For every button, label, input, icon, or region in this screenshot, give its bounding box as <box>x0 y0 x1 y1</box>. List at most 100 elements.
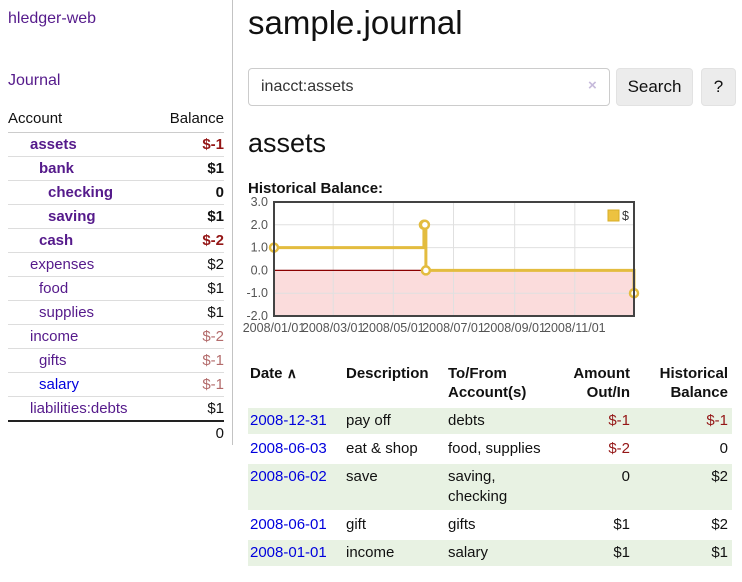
register-amount: $-2 <box>608 440 630 457</box>
register-accounts: debts <box>446 408 558 434</box>
svg-text:1.0: 1.0 <box>251 241 268 255</box>
nav-journal-link[interactable]: Journal <box>8 72 61 89</box>
page-title: sample.journal <box>248 4 463 41</box>
account-link-checking[interactable]: checking <box>48 184 114 201</box>
account-balance: $1 <box>207 280 224 297</box>
accounts-total-row: 0 <box>8 421 224 445</box>
transaction-date-link[interactable]: 2008-06-02 <box>250 468 327 485</box>
transaction-date-link[interactable]: 2008-06-01 <box>250 516 327 533</box>
account-row: salary $-1 <box>8 372 224 397</box>
register-amount: 0 <box>558 464 634 510</box>
account-row: liabilities:debts $1 <box>8 396 224 422</box>
account-row: cash $-2 <box>8 228 224 253</box>
account-balance: $1 <box>207 304 224 321</box>
svg-text:0.0: 0.0 <box>251 263 268 277</box>
register-table: Date ∧ Description To/From Account(s) Am… <box>248 360 732 568</box>
register-row[interactable]: 2008-01-01 income salary $1 $1 <box>248 540 732 566</box>
svg-text:$: $ <box>622 209 629 223</box>
account-row: bank $1 <box>8 156 224 181</box>
svg-text:2.0: 2.0 <box>251 218 268 232</box>
svg-text:-2.0: -2.0 <box>246 309 268 323</box>
account-balance: $-1 <box>202 136 224 153</box>
register-balance: $-1 <box>634 408 732 434</box>
historical-balance-chart: $3.0 2.0 1.0 0.0 -1.0 -2.0 2008/01/01 2008/03/0… <box>243 195 742 350</box>
svg-text:2008/01/01: 2008/01/01 <box>243 321 306 335</box>
register-row[interactable]: 2008-06-03 eat & shop food, supplies $-2 0 <box>248 436 732 462</box>
account-link-salary[interactable]: salary <box>39 376 80 393</box>
svg-text:2008/03/01: 2008/03/01 <box>302 321 365 335</box>
transaction-date-link[interactable]: 2008-06-03 <box>250 440 327 457</box>
account-row: gifts $-1 <box>8 348 224 373</box>
account-balance: $1 <box>207 160 224 177</box>
svg-text:2008/05/01: 2008/05/01 <box>362 321 425 335</box>
svg-text:-1.0: -1.0 <box>246 286 268 300</box>
account-row: saving $1 <box>8 204 224 229</box>
clear-search-icon[interactable]: × <box>588 77 597 94</box>
register-accounts: food, supplies <box>448 440 541 457</box>
account-row: expenses $2 <box>8 252 224 277</box>
svg-text:3.0: 3.0 <box>251 195 268 209</box>
register-description: gift <box>346 516 367 533</box>
transaction-date-link[interactable]: 2008-12-31 <box>250 412 327 429</box>
account-balance: $1 <box>207 208 224 225</box>
search-input[interactable] <box>248 68 610 106</box>
register-description: pay off <box>344 408 446 434</box>
account-balance: $2 <box>207 256 224 273</box>
sidebar: hledger-web Journal Account Balance asse… <box>0 0 233 445</box>
register-row[interactable]: 2008-06-01 gift gifts $1 $2 <box>248 512 732 538</box>
register-accounts: gifts <box>448 516 476 533</box>
register-header-accounts[interactable]: To/From Account(s) <box>448 365 527 401</box>
search-row: × Search ? <box>248 68 736 106</box>
register-amount: $1 <box>558 540 634 566</box>
register-balance: $1 <box>634 540 732 566</box>
register-description: eat & shop <box>346 440 418 457</box>
register-description: save <box>344 464 446 510</box>
account-link-assets[interactable]: assets <box>30 136 77 153</box>
register-header-description[interactable]: Description <box>346 365 429 382</box>
register-accounts: salary <box>446 540 558 566</box>
account-row: income $-2 <box>8 324 224 349</box>
register-amount: $1 <box>613 516 630 533</box>
register-header-date[interactable]: Date ∧ <box>250 365 297 382</box>
account-link-expenses[interactable]: expenses <box>30 256 95 273</box>
register-row[interactable]: 2008-12-31 pay off debts $-1 $-1 <box>248 408 732 434</box>
account-link-saving[interactable]: saving <box>48 208 96 225</box>
svg-text:2008/07/01: 2008/07/01 <box>422 321 485 335</box>
svg-text:2008/09/01: 2008/09/01 <box>483 321 546 335</box>
account-heading: assets <box>248 128 327 158</box>
register-header-amount[interactable]: Amount Out/In <box>573 365 630 401</box>
svg-text:2008/11/01: 2008/11/01 <box>544 321 606 335</box>
accounts-table: Account Balance assets $-1 bank $1 checking 0… <box>8 106 224 445</box>
register-row[interactable]: 2008-06-02 save saving, checking 0 $2 <box>248 464 732 510</box>
accounts-header-balance: Balance <box>169 110 224 127</box>
register-balance: $2 <box>711 516 728 533</box>
account-row: supplies $1 <box>8 300 224 325</box>
sort-asc-icon: ∧ <box>286 365 297 381</box>
account-link-food[interactable]: food <box>39 280 69 297</box>
chart-heading: Historical Balance: <box>248 180 384 197</box>
account-balance: $-1 <box>202 352 224 369</box>
chart-canvas: $3.0 2.0 1.0 0.0 -1.0 -2.02008/01/012008/03/0… <box>243 195 640 335</box>
account-row: assets $-1 <box>8 132 224 157</box>
account-row: checking 0 <box>8 180 224 205</box>
account-row: food $1 <box>8 276 224 301</box>
register-header-balance[interactable]: Historical Balance <box>659 365 728 401</box>
account-link-income[interactable]: income <box>30 328 79 345</box>
account-link-gifts[interactable]: gifts <box>39 352 67 369</box>
account-balance: $-2 <box>202 328 224 345</box>
register-description: income <box>344 540 446 566</box>
app-title[interactable]: hledger-web <box>8 10 97 27</box>
account-link-supplies[interactable]: supplies <box>39 304 95 321</box>
accounts-header-account: Account <box>8 110 63 127</box>
transaction-date-link[interactable]: 2008-01-01 <box>250 544 327 561</box>
register-balance: $2 <box>634 464 732 510</box>
account-link-bank[interactable]: bank <box>39 160 75 177</box>
account-balance: $1 <box>207 400 224 417</box>
account-balance: $-1 <box>202 376 224 393</box>
help-button[interactable]: ? <box>701 68 736 106</box>
search-button[interactable]: Search <box>616 68 693 106</box>
register-amount: $-1 <box>558 408 634 434</box>
account-balance: $-2 <box>202 232 224 249</box>
account-link-liabilities-debts[interactable]: liabilities:debts <box>30 400 128 417</box>
account-link-cash[interactable]: cash <box>39 232 74 249</box>
